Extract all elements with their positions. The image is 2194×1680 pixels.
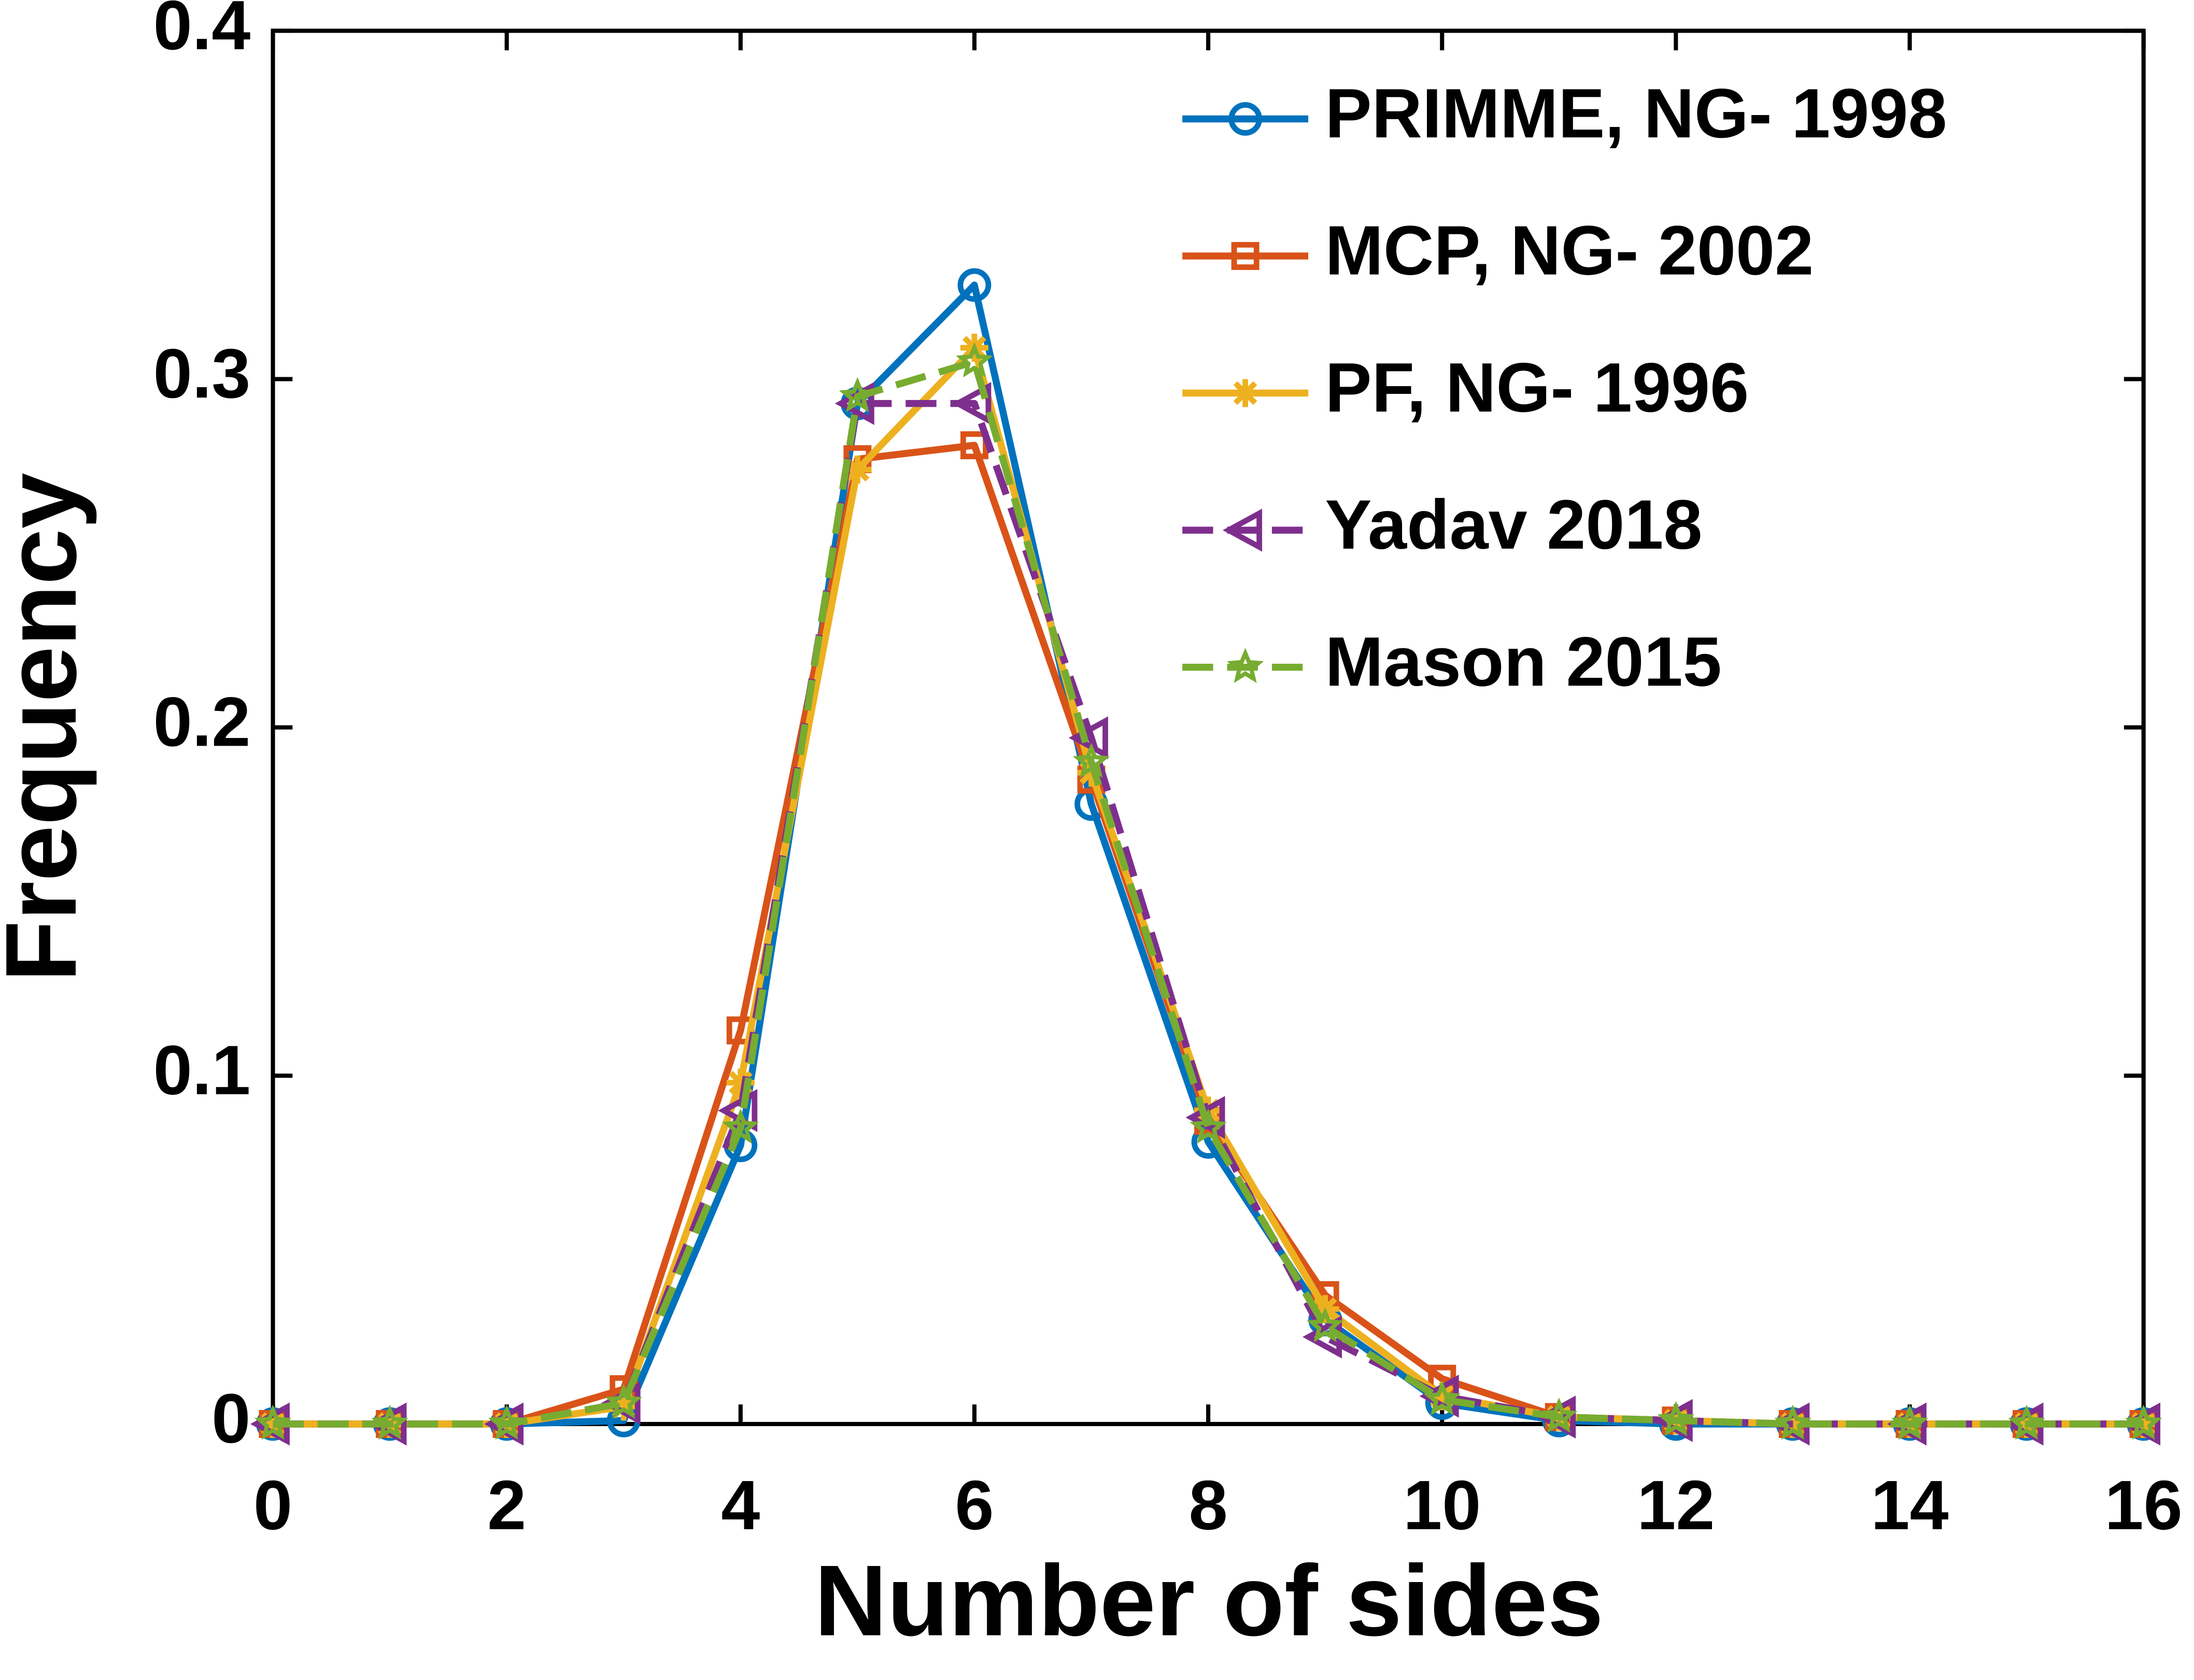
- x-tick-label: 16: [2105, 1466, 2183, 1544]
- series-line: [273, 442, 2144, 1428]
- marker: [259, 1410, 287, 1439]
- x-axis-label: Number of sides: [814, 1545, 1604, 1657]
- marker: [956, 342, 993, 378]
- x-tick-label: 10: [1403, 1466, 1481, 1544]
- legend-label: PF, NG- 1996: [1325, 348, 1749, 426]
- marker: [1190, 1108, 1227, 1144]
- legend-label: MCP, NG- 2002: [1325, 211, 1814, 290]
- y-tick-label: 0: [211, 1379, 250, 1458]
- x-tick-label: 12: [1637, 1466, 1715, 1544]
- marker: [2008, 1404, 2045, 1440]
- series-line: [273, 358, 2144, 1428]
- y-axis-label: Frequency: [0, 473, 97, 982]
- y-tick-label: 0.4: [153, 0, 251, 64]
- y-tick-label: 0.2: [153, 682, 251, 761]
- series-line: [273, 344, 2144, 1428]
- marker: [610, 1392, 638, 1421]
- series-line: [273, 281, 2144, 1428]
- marker: [1231, 379, 1259, 407]
- x-tick-label: 14: [1871, 1466, 1948, 1544]
- marker: [605, 1384, 642, 1419]
- plot-frame: [271, 29, 2146, 1427]
- x-tick-label: 4: [721, 1466, 760, 1544]
- marker: [371, 1404, 408, 1440]
- marker: [1231, 241, 1259, 270]
- legend-label: PRIMME, NG- 1998: [1325, 74, 1947, 152]
- marker: [722, 1108, 759, 1144]
- legend-label: Mason 2015: [1325, 622, 1722, 701]
- series-line: [273, 400, 2144, 1428]
- marker: [1306, 1307, 1344, 1343]
- marker: [1657, 1401, 1695, 1436]
- legend-label: Yadav 2018: [1325, 486, 1703, 564]
- marker: [1228, 102, 1263, 136]
- marker: [843, 455, 872, 484]
- x-tick-label: 8: [1189, 1466, 1228, 1544]
- marker: [1423, 1380, 1461, 1416]
- marker: [952, 382, 992, 425]
- x-tick-label: 2: [487, 1466, 526, 1544]
- marker: [1891, 1404, 1929, 1440]
- marker: [2125, 1404, 2162, 1440]
- x-tick-label: 6: [955, 1466, 994, 1544]
- marker: [1428, 1382, 1456, 1411]
- marker: [839, 377, 876, 412]
- marker: [1222, 508, 1263, 552]
- y-tick-label: 0.3: [153, 334, 251, 412]
- marker: [1774, 1404, 1811, 1440]
- marker: [254, 1404, 292, 1440]
- marker: [726, 1069, 755, 1097]
- marker: [488, 1404, 526, 1440]
- marker: [1540, 1398, 1578, 1433]
- y-tick-label: 0.1: [153, 1031, 251, 1109]
- marker: [1226, 648, 1264, 683]
- marker: [1072, 743, 1110, 778]
- x-tick-label: 0: [253, 1466, 292, 1544]
- marker: [957, 268, 992, 302]
